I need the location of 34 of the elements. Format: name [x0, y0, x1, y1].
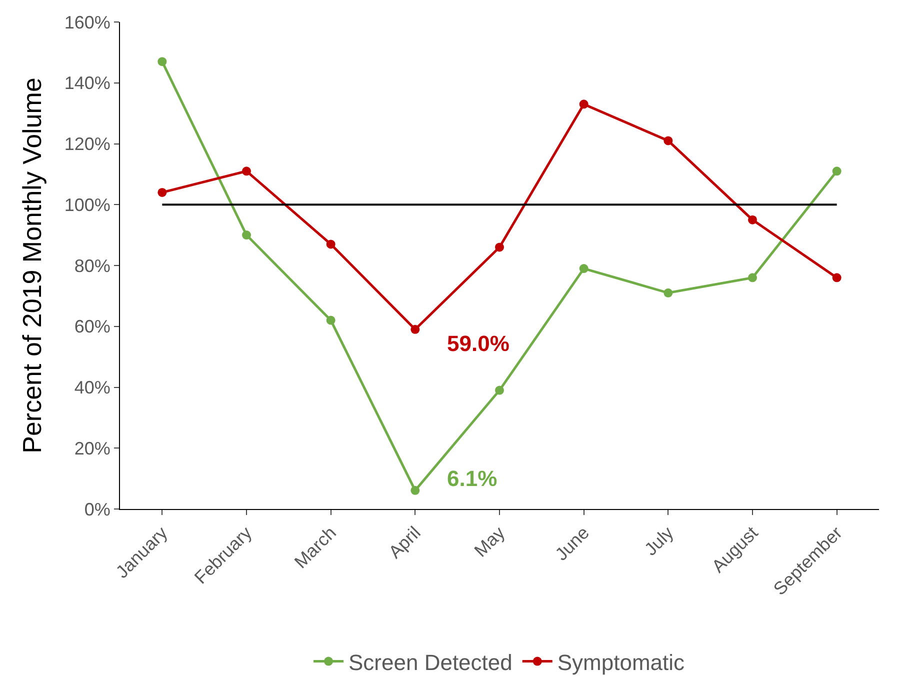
x-tick-label: May: [470, 522, 509, 561]
y-tick-label: 140%: [64, 73, 110, 94]
point: [495, 242, 504, 252]
point: [326, 316, 336, 325]
y-tick-label: 120%: [64, 134, 110, 154]
point: [326, 240, 336, 249]
annotation: 59.0%: [447, 331, 510, 356]
annotation: 6.1%: [447, 466, 498, 491]
point: [242, 166, 251, 176]
y-tick-label: 80%: [74, 256, 110, 276]
legend-label: Symptomatic: [557, 650, 685, 675]
y-tick-label: 0%: [84, 499, 110, 520]
point: [832, 273, 842, 282]
y-tick-label: 20%: [74, 438, 110, 458]
point: [579, 264, 588, 274]
point: [158, 57, 167, 66]
point: [410, 324, 420, 334]
legend-label: Screen Detected: [348, 650, 512, 675]
point: [832, 166, 842, 176]
y-axis-title: Percent of 2019 Monthly Volume: [16, 78, 47, 454]
point: [664, 136, 673, 146]
y-tick-label: 160%: [64, 12, 110, 32]
point: [158, 188, 167, 197]
point: [410, 486, 420, 495]
point: [579, 100, 588, 109]
point: [242, 230, 251, 240]
y-tick-label: 100%: [64, 194, 110, 215]
point: [748, 215, 757, 224]
x-tick-label: July: [640, 522, 678, 560]
point: [664, 288, 673, 298]
point: [495, 386, 504, 395]
y-tick-label: 40%: [74, 378, 110, 398]
y-tick-label: 60%: [74, 316, 110, 337]
point: [748, 273, 757, 282]
